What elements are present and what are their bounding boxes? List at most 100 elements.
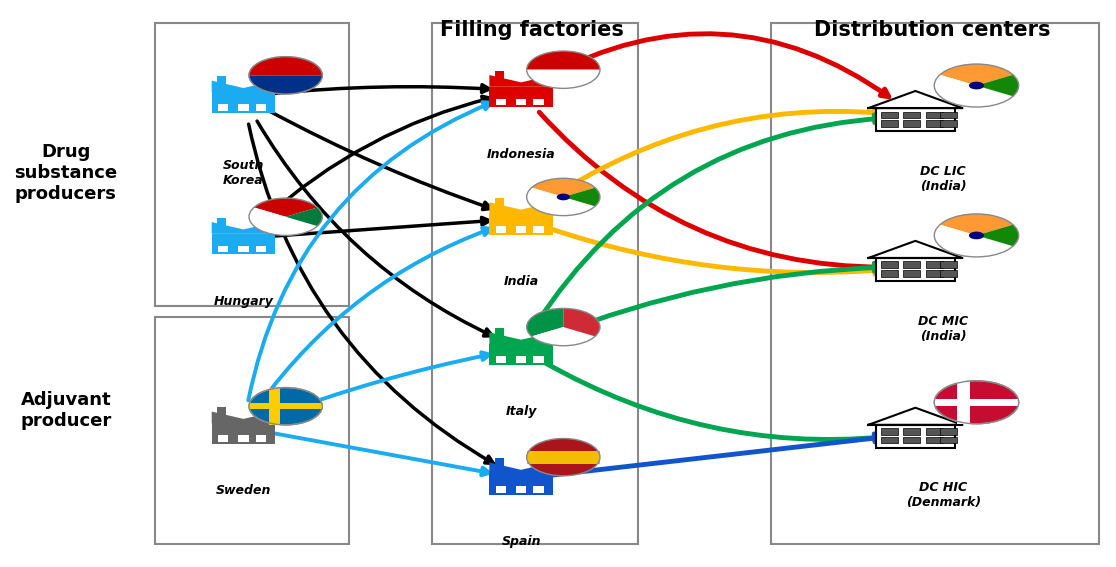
- FancyArrowPatch shape: [546, 33, 888, 97]
- FancyBboxPatch shape: [527, 451, 600, 464]
- Bar: [940, 261, 956, 268]
- Bar: [940, 437, 956, 443]
- FancyArrowPatch shape: [248, 102, 491, 400]
- Circle shape: [249, 198, 323, 235]
- Bar: [926, 437, 943, 443]
- Polygon shape: [256, 246, 266, 252]
- Polygon shape: [218, 246, 229, 252]
- Bar: [903, 261, 921, 268]
- Text: India: India: [503, 275, 539, 288]
- Polygon shape: [218, 104, 229, 111]
- Wedge shape: [254, 198, 317, 217]
- Polygon shape: [496, 458, 503, 470]
- Polygon shape: [533, 226, 543, 232]
- Polygon shape: [239, 104, 249, 111]
- Circle shape: [934, 214, 1019, 257]
- Bar: [903, 437, 921, 443]
- FancyArrowPatch shape: [547, 228, 883, 274]
- Polygon shape: [489, 214, 552, 235]
- FancyArrowPatch shape: [263, 96, 490, 219]
- Text: Spain: Spain: [501, 535, 541, 548]
- FancyArrowPatch shape: [543, 109, 883, 202]
- Polygon shape: [489, 474, 552, 495]
- Polygon shape: [489, 75, 552, 87]
- Polygon shape: [516, 226, 527, 232]
- FancyBboxPatch shape: [269, 388, 280, 425]
- Bar: [155, 318, 349, 544]
- Polygon shape: [868, 241, 962, 258]
- Text: Filling factories: Filling factories: [441, 20, 624, 40]
- Wedge shape: [249, 208, 317, 235]
- FancyArrowPatch shape: [549, 434, 883, 476]
- Bar: [876, 425, 955, 448]
- Circle shape: [527, 308, 600, 346]
- Wedge shape: [527, 51, 600, 70]
- FancyArrowPatch shape: [269, 352, 490, 418]
- Bar: [881, 428, 897, 435]
- Circle shape: [249, 388, 323, 425]
- Circle shape: [969, 82, 984, 90]
- Bar: [903, 112, 921, 119]
- Circle shape: [527, 438, 600, 476]
- FancyArrowPatch shape: [249, 124, 493, 463]
- Polygon shape: [212, 92, 276, 113]
- Polygon shape: [496, 486, 507, 493]
- Bar: [881, 120, 897, 127]
- Text: Indonesia: Indonesia: [487, 148, 556, 161]
- Polygon shape: [496, 71, 503, 82]
- Text: Italy: Italy: [506, 405, 537, 418]
- Polygon shape: [868, 408, 962, 425]
- Polygon shape: [218, 435, 229, 442]
- Bar: [926, 270, 943, 277]
- Polygon shape: [533, 356, 543, 363]
- Polygon shape: [239, 435, 249, 442]
- Wedge shape: [527, 308, 564, 336]
- Circle shape: [969, 231, 984, 239]
- Polygon shape: [533, 486, 543, 493]
- Wedge shape: [940, 64, 1013, 86]
- Wedge shape: [976, 225, 1019, 246]
- Wedge shape: [527, 70, 600, 88]
- Circle shape: [249, 57, 323, 94]
- Polygon shape: [212, 81, 276, 92]
- Bar: [903, 270, 921, 277]
- Wedge shape: [976, 75, 1019, 96]
- Text: DC LIC
(India): DC LIC (India): [920, 165, 966, 193]
- Wedge shape: [249, 57, 323, 75]
- Polygon shape: [868, 91, 962, 108]
- Bar: [771, 23, 1098, 544]
- FancyArrowPatch shape: [547, 264, 882, 338]
- Polygon shape: [533, 99, 543, 105]
- FancyBboxPatch shape: [249, 404, 323, 409]
- Wedge shape: [934, 225, 1013, 257]
- Wedge shape: [564, 188, 600, 206]
- Text: Adjuvant
producer: Adjuvant producer: [20, 391, 112, 430]
- Bar: [940, 120, 956, 127]
- Polygon shape: [212, 424, 276, 444]
- Text: Hungary: Hungary: [213, 295, 273, 308]
- Polygon shape: [489, 344, 552, 365]
- FancyArrowPatch shape: [257, 121, 492, 336]
- Polygon shape: [218, 218, 227, 230]
- FancyBboxPatch shape: [934, 399, 1019, 405]
- Bar: [881, 112, 897, 119]
- Polygon shape: [218, 407, 227, 419]
- Bar: [881, 270, 897, 277]
- Polygon shape: [489, 202, 552, 214]
- Bar: [155, 23, 349, 306]
- FancyArrowPatch shape: [271, 217, 490, 236]
- Circle shape: [557, 193, 570, 200]
- Bar: [881, 437, 897, 443]
- Polygon shape: [489, 87, 552, 107]
- Text: Distribution centers: Distribution centers: [814, 20, 1050, 40]
- Polygon shape: [496, 226, 507, 232]
- Wedge shape: [940, 214, 1013, 235]
- Polygon shape: [489, 332, 552, 344]
- Polygon shape: [218, 76, 227, 88]
- Polygon shape: [212, 234, 276, 255]
- Bar: [876, 258, 955, 281]
- FancyArrowPatch shape: [268, 110, 491, 210]
- FancyArrowPatch shape: [271, 84, 490, 94]
- Wedge shape: [531, 327, 595, 346]
- Polygon shape: [496, 99, 507, 105]
